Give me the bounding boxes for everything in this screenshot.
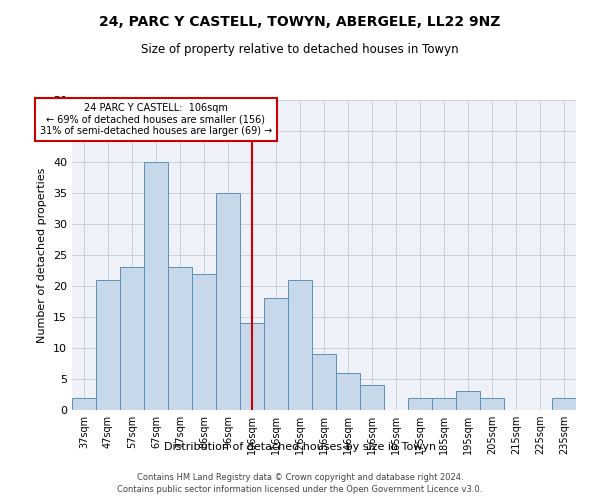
Bar	[72, 398, 96, 410]
Text: Contains HM Land Registry data © Crown copyright and database right 2024.: Contains HM Land Registry data © Crown c…	[137, 472, 463, 482]
Bar	[312, 354, 336, 410]
Bar	[120, 268, 144, 410]
Bar	[552, 398, 576, 410]
Text: Size of property relative to detached houses in Towyn: Size of property relative to detached ho…	[141, 42, 459, 56]
Bar	[336, 373, 360, 410]
Bar	[456, 392, 480, 410]
Bar	[240, 323, 264, 410]
Bar	[360, 385, 384, 410]
Bar	[480, 398, 504, 410]
Bar	[408, 398, 432, 410]
Text: Distribution of detached houses by size in Towyn: Distribution of detached houses by size …	[164, 442, 436, 452]
Bar	[168, 268, 192, 410]
Text: Contains public sector information licensed under the Open Government Licence v3: Contains public sector information licen…	[118, 485, 482, 494]
Text: 24 PARC Y CASTELL:  106sqm
← 69% of detached houses are smaller (156)
31% of sem: 24 PARC Y CASTELL: 106sqm ← 69% of detac…	[40, 103, 272, 136]
Bar	[432, 398, 456, 410]
Bar	[288, 280, 312, 410]
Bar	[192, 274, 216, 410]
Y-axis label: Number of detached properties: Number of detached properties	[37, 168, 47, 342]
Bar	[264, 298, 288, 410]
Bar	[96, 280, 120, 410]
Bar	[216, 193, 240, 410]
Text: 24, PARC Y CASTELL, TOWYN, ABERGELE, LL22 9NZ: 24, PARC Y CASTELL, TOWYN, ABERGELE, LL2…	[100, 15, 500, 29]
Bar	[144, 162, 168, 410]
